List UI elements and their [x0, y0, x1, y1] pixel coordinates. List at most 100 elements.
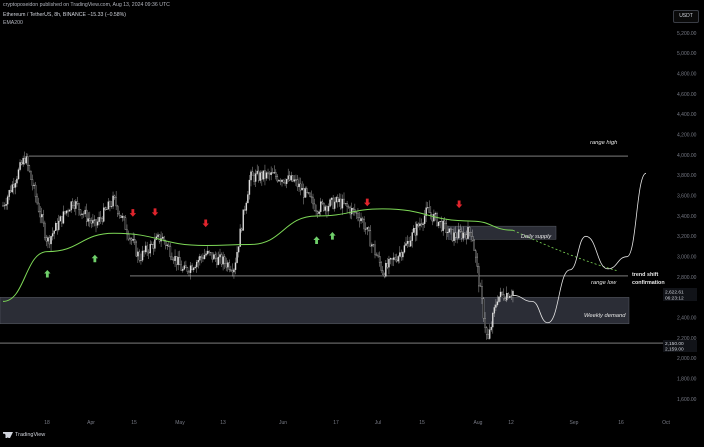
candle-body	[122, 216, 123, 217]
candle-body	[199, 256, 200, 260]
candle-body	[68, 211, 69, 212]
candle-body	[117, 206, 118, 214]
candle-body	[441, 221, 442, 230]
candle-body	[44, 223, 45, 238]
candle-body	[418, 224, 419, 226]
buy-arrow-icon	[313, 236, 319, 244]
candle-body	[401, 253, 402, 257]
candle-body	[198, 260, 199, 262]
tradingview-logo-icon	[3, 432, 13, 438]
candle-body	[175, 256, 176, 261]
candle-body	[347, 203, 348, 206]
candle-body	[348, 207, 349, 208]
candle-body	[103, 208, 104, 222]
candle-body	[185, 266, 186, 268]
candle-body	[454, 233, 455, 241]
candle-body	[95, 220, 96, 226]
range-high-label: range high	[590, 140, 617, 146]
candle-body	[314, 204, 315, 210]
candle-body	[30, 171, 31, 179]
candle-body	[229, 263, 230, 270]
candle-body	[297, 180, 298, 187]
candle-body	[213, 255, 214, 260]
candle-body	[159, 235, 160, 241]
candle-body	[446, 223, 447, 233]
candle-body	[196, 262, 197, 267]
candle-body	[447, 232, 448, 233]
candle-body	[153, 244, 154, 248]
candle-body	[419, 224, 420, 226]
candle-body	[244, 210, 245, 211]
candle-body	[66, 211, 67, 213]
candle-body	[223, 257, 224, 265]
candle-body	[80, 210, 81, 215]
candle-body	[32, 179, 33, 185]
candle-body	[497, 302, 498, 305]
candle-body	[37, 197, 38, 203]
price-tick-label: 5,200.00	[677, 31, 697, 37]
time-tick-label: May	[175, 420, 185, 426]
time-tick-label: Aug	[474, 420, 483, 426]
candle-body	[285, 182, 286, 183]
candle-body	[498, 297, 499, 302]
indicator-legend[interactable]: EMA200	[3, 20, 23, 26]
trend-shift-label: trend shift	[632, 272, 659, 278]
candle-body	[173, 259, 174, 260]
candle-body	[337, 197, 338, 202]
time-tick-label: Jun	[279, 420, 287, 426]
price-tick-label: 4,600.00	[677, 92, 697, 98]
candle-body	[359, 218, 360, 221]
candle-body	[309, 193, 310, 196]
candle-body	[202, 258, 203, 259]
candle-body	[379, 256, 380, 263]
time-tick-label: 13	[220, 420, 226, 426]
candle-body	[46, 238, 47, 242]
candle-body	[243, 210, 244, 231]
candle-body	[410, 241, 411, 246]
time-tick-label: Oct	[662, 420, 670, 426]
candle-body	[9, 190, 10, 196]
sell-arrow-icon	[364, 199, 370, 207]
candle-body	[494, 307, 495, 313]
price-tick-label: 3,800.00	[677, 173, 697, 179]
candle-body	[86, 210, 87, 221]
candle-body	[38, 203, 39, 212]
countdown-tag: 06:23:12	[665, 296, 684, 302]
candle-body	[145, 246, 146, 252]
candle-body	[27, 156, 28, 165]
candle-body	[23, 158, 24, 164]
candle-body	[168, 245, 169, 246]
candle-body	[261, 173, 262, 180]
candle-body	[485, 318, 486, 327]
candle-body	[71, 202, 72, 210]
candle-body	[147, 246, 148, 252]
candle-body	[252, 172, 253, 175]
candle-body	[511, 296, 512, 297]
candle-body	[475, 251, 476, 257]
candle-body	[443, 221, 444, 231]
candle-body	[16, 179, 17, 183]
candle-body	[192, 266, 193, 270]
candle-body	[21, 162, 22, 164]
time-tick-label: 17	[333, 420, 339, 426]
candle-body	[278, 180, 279, 181]
candle-body	[204, 255, 205, 259]
candle-body	[388, 259, 389, 267]
tradingview-logo[interactable]: TradingView	[3, 432, 45, 438]
candle-body	[89, 219, 90, 221]
symbol-line[interactable]: Ethereum / TetherUS, 8h, BINANCE −15.33 …	[3, 12, 126, 18]
candle-body	[264, 171, 265, 179]
candle-body	[502, 292, 503, 294]
candle-body	[435, 213, 436, 214]
candle-body	[179, 257, 180, 265]
currency-button[interactable]: USDT	[673, 10, 699, 23]
candle-body	[233, 270, 234, 272]
candle-body	[483, 299, 484, 319]
candle-body	[240, 229, 241, 247]
publisher-line: cryptoposeidon published on TradingView.…	[3, 2, 170, 8]
candle-body	[500, 292, 501, 297]
candle-body	[444, 221, 445, 223]
